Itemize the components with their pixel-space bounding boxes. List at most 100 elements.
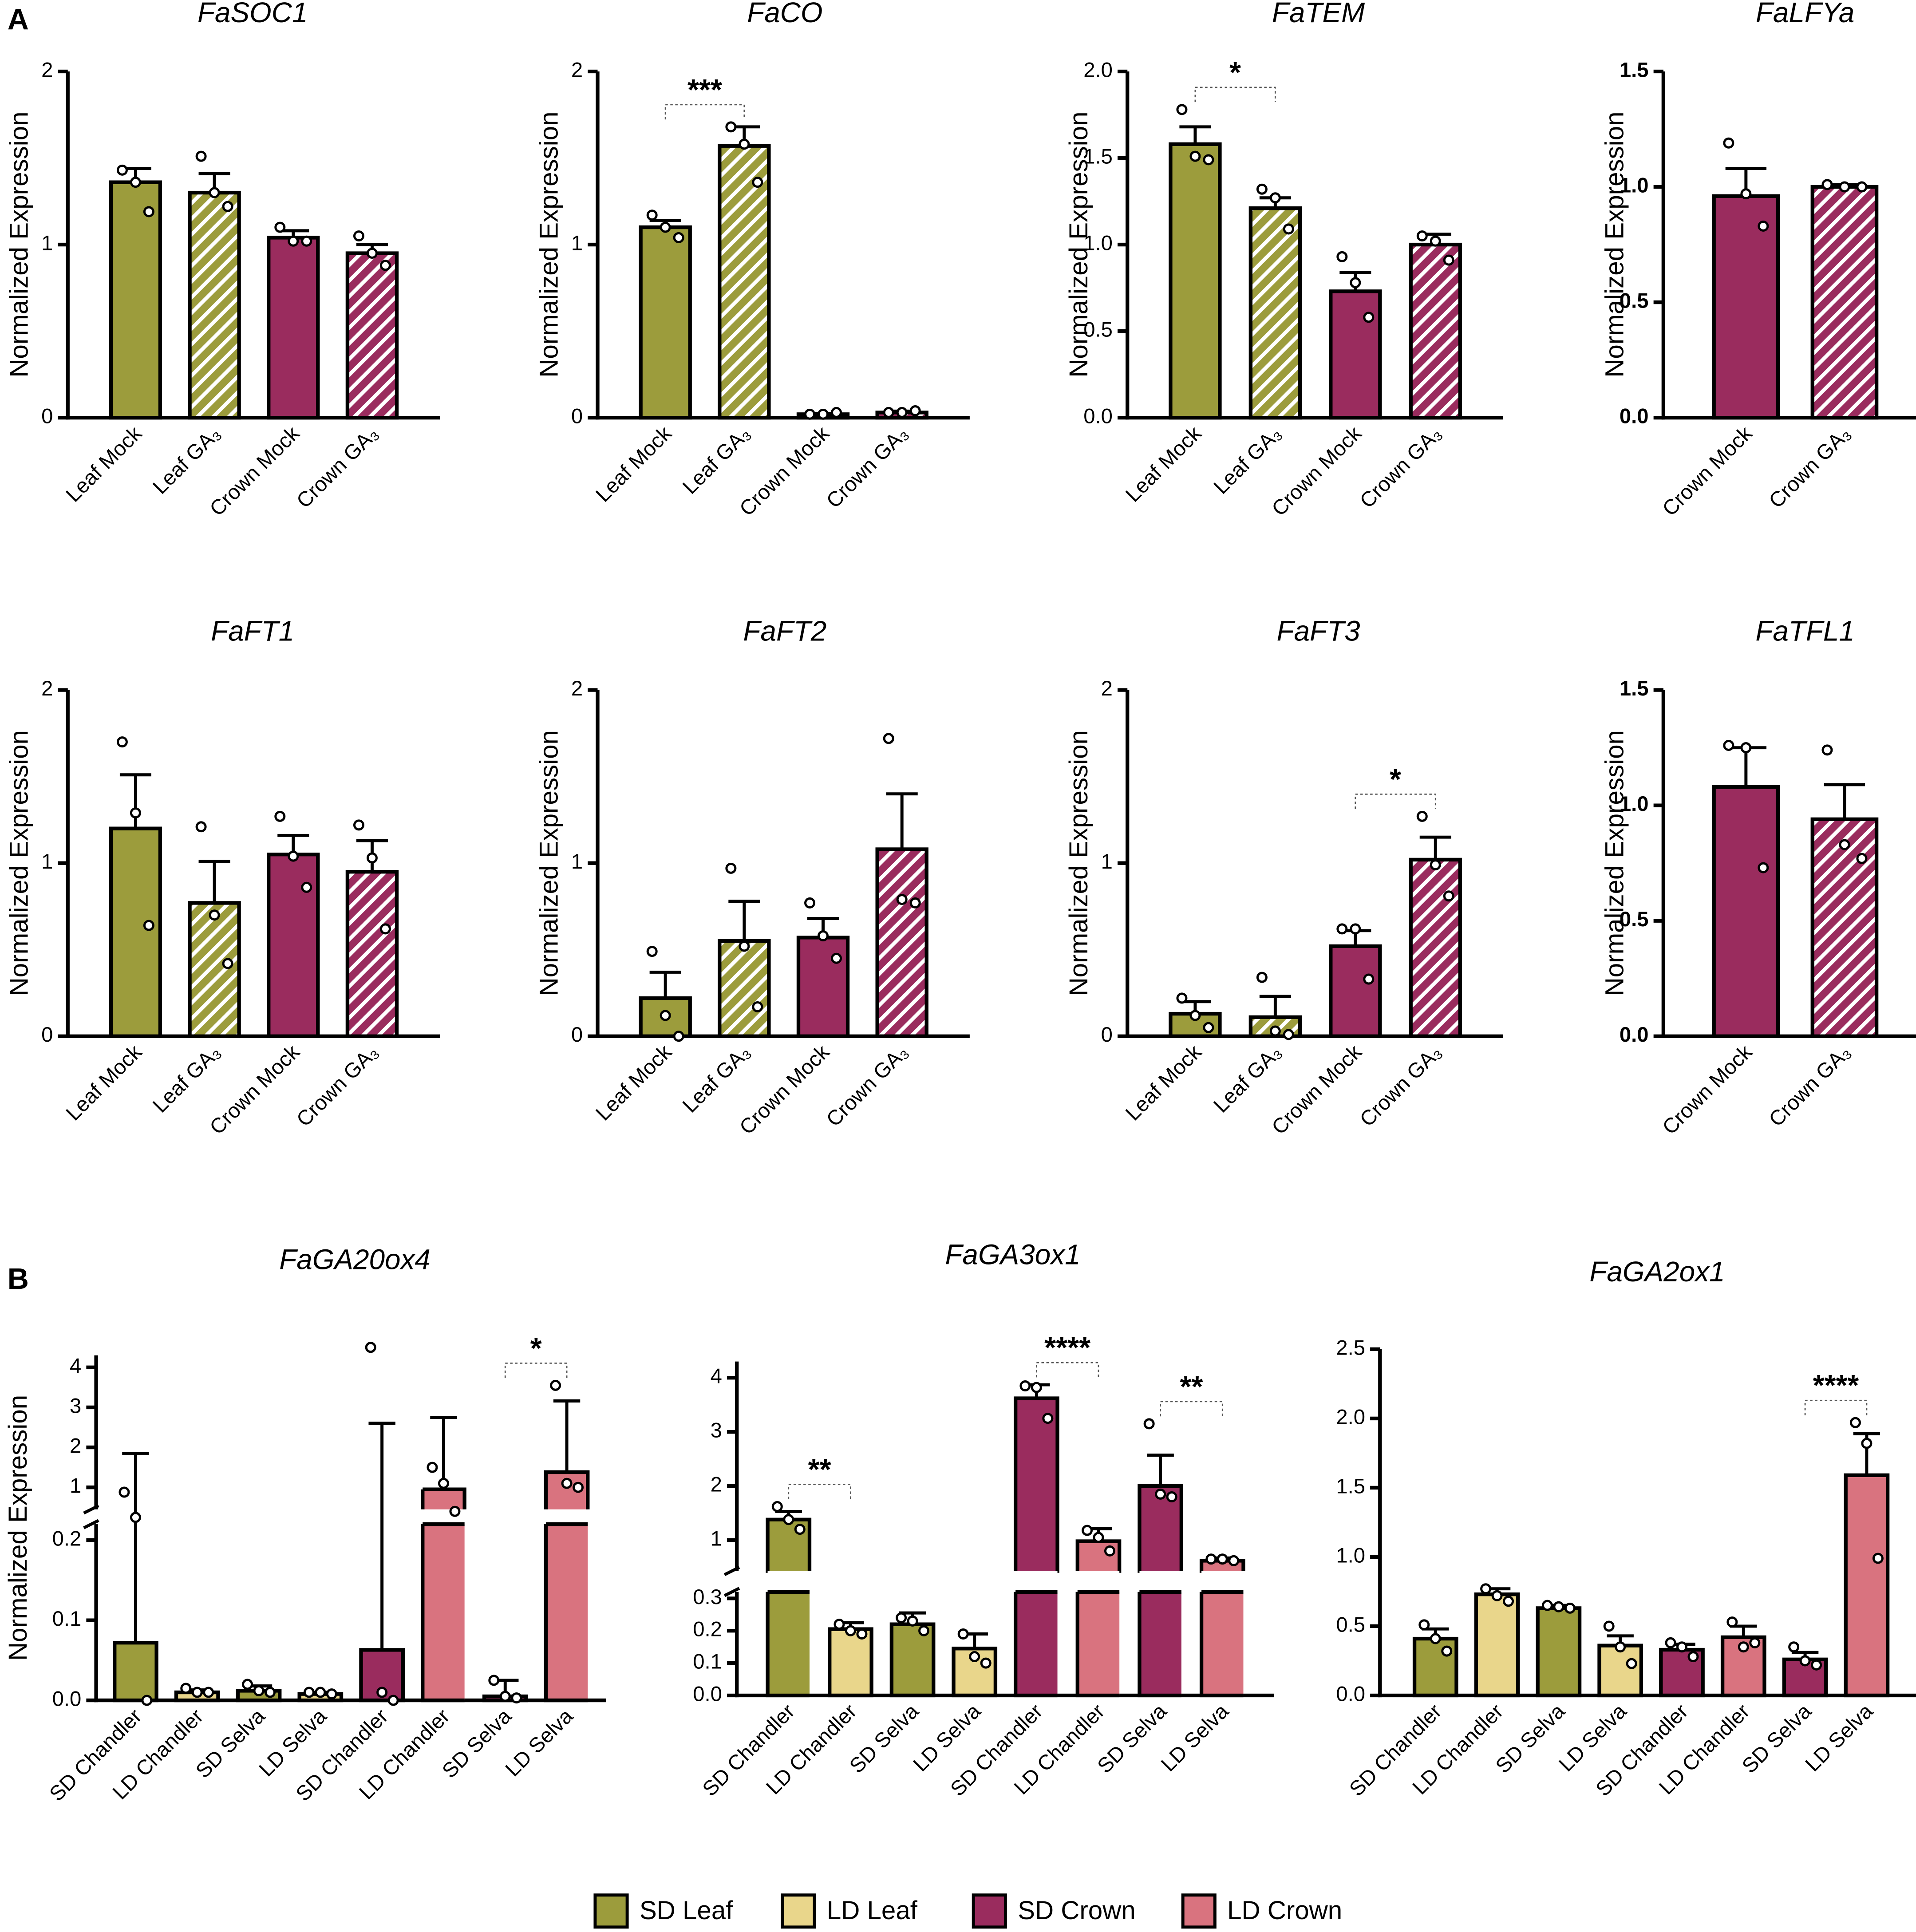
x-tick-label: Leaf GA₃ [678,422,755,498]
data-point [301,881,312,893]
data-point [1176,992,1188,1004]
data-point [896,894,908,905]
data-point [1031,1382,1042,1393]
bar [544,1522,590,1703]
data-point [1189,1010,1201,1021]
data-point [222,201,233,212]
bar [889,1622,936,1698]
y-tick-label: 1 [571,232,583,255]
x-tick-label: Leaf GA₃ [1209,1040,1286,1117]
bar [109,826,162,1038]
data-point [896,1612,907,1624]
data-point [1418,1619,1430,1631]
data-point [326,1688,337,1700]
significance-bracket [1160,1401,1223,1417]
bar [1810,185,1879,420]
y-tick-label: 1.0 [1083,232,1113,255]
data-point [1821,179,1833,190]
data-point [1687,1651,1699,1663]
data-point [1416,230,1428,242]
y-tick-label: 1.5 [1620,677,1649,700]
chart-title: FaGA20ox4 [279,1243,431,1275]
x-tick-label: Crown Mock [1658,1040,1757,1139]
y-tick-label: 2 [70,1434,81,1458]
data-point [209,187,220,198]
bar [1329,289,1382,420]
significance-bracket [1194,87,1276,103]
data-point [1430,859,1441,871]
panel-label: B [8,1263,29,1296]
bar [766,1590,812,1698]
data-point [907,1615,918,1627]
y-tick-label: 0 [41,1023,53,1047]
data-point [1363,312,1375,323]
data-point [222,958,233,969]
data-point [725,862,737,874]
error-bar [1824,783,1865,819]
x-tick-label: Leaf GA₃ [1209,422,1286,498]
bar [1075,1539,1122,1573]
y-tick-label: 0 [571,405,583,428]
significance-label: * [530,1332,542,1365]
error-bar [1725,746,1767,787]
legend-swatch [781,1893,816,1929]
bar [1138,1590,1183,1698]
significance-label: ** [808,1453,831,1486]
data-point [180,1683,192,1694]
data-point [1491,1590,1503,1601]
y-axis-label: Normalized Expression [534,111,563,377]
data-point [739,940,750,952]
bar [1329,944,1382,1038]
bar [1013,1396,1059,1573]
data-point [1363,973,1375,985]
data-point [1441,1645,1453,1657]
x-tick-label: Crown GA₃ [292,1040,383,1131]
data-point [376,1687,388,1698]
significance-label: ** [1180,1371,1203,1403]
data-point [449,1505,461,1517]
significance-bracket [504,1363,568,1378]
y-tick-label: 0.5 [1620,908,1649,931]
data-point [1430,235,1441,247]
data-point [883,733,894,744]
panel-label: A [8,4,29,36]
y-tick-label: 1.0 [1336,1544,1365,1567]
data-point [253,1685,265,1696]
data-point [387,1695,399,1706]
data-point [1269,192,1281,204]
data-point [191,1687,203,1698]
data-point [209,909,220,921]
bar [188,190,241,420]
data-point [1839,181,1850,193]
significance-bracket [1355,794,1436,809]
x-tick-label: Crown GA₃ [1764,422,1855,513]
data-point [660,221,671,233]
y-tick-label: 0.5 [1336,1613,1365,1636]
data-point [1723,739,1734,751]
data-point [353,230,364,242]
y-tick-label: 2 [711,1473,722,1497]
bar [421,1522,466,1703]
data-point [1821,744,1833,756]
data-point [143,206,154,217]
x-tick-label: Leaf GA₃ [678,1040,755,1117]
error-bar [430,1415,457,1489]
y-tick-label: 1 [70,1474,81,1498]
data-point [353,819,364,831]
data-point [1019,1380,1031,1392]
legend-swatch [1181,1893,1217,1929]
data-point [1336,251,1348,262]
bar [1844,1473,1890,1698]
y-tick-label: 2 [41,58,53,82]
data-point [1205,1553,1217,1565]
data-point [794,1524,806,1535]
significance-label: * [1229,56,1241,89]
data-point [1203,154,1214,166]
data-point [969,1651,980,1663]
y-tick-label: 2 [41,677,53,700]
data-point [274,810,286,822]
legend-label: SD Crown [1018,1896,1136,1925]
bar [345,251,399,420]
significance-label: **** [1813,1369,1859,1402]
